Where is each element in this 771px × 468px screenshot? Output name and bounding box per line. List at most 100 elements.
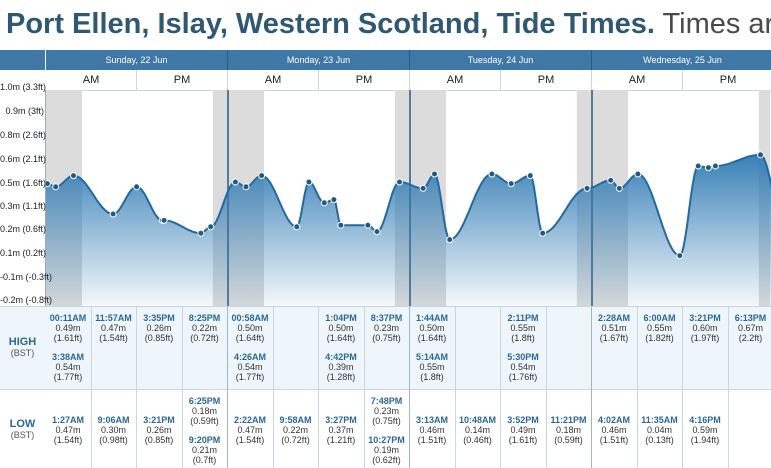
y-tick-label: 0.2m (0.6ft): [0, 224, 47, 234]
tide-ft: (1.21ft): [326, 435, 356, 445]
am-label: AM: [592, 70, 683, 91]
tide-time: 3:35PM: [143, 313, 175, 323]
tide-m: 0.46m: [601, 425, 627, 435]
y-tick-label: 0.3m (1.1ft): [0, 201, 47, 211]
column-divider: [136, 307, 137, 468]
tide-ft: (0.72ft): [190, 333, 219, 343]
y-tick-label: -0.2m (-0.8ft): [0, 295, 53, 305]
y-tick-label: 1.0m (3.3ft): [0, 82, 47, 92]
tide-ft: (1.76ft): [508, 372, 538, 382]
low-tide-entry: 3:21PM 0.26m (0.85ft): [137, 415, 181, 445]
tide-point: [207, 223, 215, 231]
tide-point: [583, 184, 591, 192]
tide-m: 0.59m: [692, 425, 718, 435]
tide-m: 0.60m: [692, 323, 718, 333]
low-tide-entry: 4:16PM 0.59m (1.94ft): [683, 415, 727, 445]
tide-ft: (1.54ft): [99, 333, 128, 343]
tide-point: [52, 183, 60, 191]
high-tz-text: (BST): [10, 348, 35, 358]
tide-m: 0.47m: [55, 425, 81, 435]
high-tide-entry: 4:42PM 0.39m (1.28ft): [319, 352, 363, 382]
tide-ft: (1.54ft): [53, 435, 83, 445]
tide-m: 0.19m: [373, 445, 399, 455]
low-tide-entry: 6:25PM 0.18m (0.59ft): [183, 396, 227, 426]
low-tide-entry: 3:27PM 0.37m (1.21ft): [319, 415, 363, 445]
tide-m: 0.26m: [146, 323, 172, 333]
high-tide-entry: 6:00AM 0.55m (1.82ft): [638, 313, 682, 343]
tide-point: [676, 252, 684, 260]
low-tide-entry: 2:22AM 0.47m (1.54ft): [228, 415, 272, 445]
tide-ft: (0.59ft): [190, 416, 219, 426]
tide-m: 0.23m: [373, 323, 399, 333]
low-tide-entry: 11:21PM 0.18m (0.59ft): [547, 415, 591, 445]
low-tz-text: (BST): [10, 430, 35, 440]
tide-m: 0.39m: [328, 362, 354, 372]
column-divider: [591, 307, 592, 468]
y-tick-label: 0.6m (2.1ft): [0, 154, 47, 164]
low-tide-entry: 10:27PM 0.19m (0.62ft): [365, 435, 409, 465]
pm-label: PM: [501, 70, 592, 91]
low-tide-entry: 9:58AM 0.22m (0.72ft): [274, 415, 318, 445]
tide-point: [231, 178, 239, 186]
tide-point: [634, 170, 642, 178]
low-tide-entry: 4:02AM 0.46m (1.51ft): [592, 415, 636, 445]
tide-point: [704, 164, 712, 172]
tide-m: 0.22m: [191, 323, 217, 333]
tide-point: [160, 216, 168, 224]
tide-point: [258, 172, 266, 180]
tide-ft: (0.85ft): [144, 333, 174, 343]
tide-time: 9:20PM: [188, 435, 221, 445]
tide-point: [488, 170, 496, 178]
tide-ft: (1.64ft): [417, 333, 447, 343]
tide-time: 3:13AM: [415, 415, 448, 425]
tide-m: 0.49m: [510, 425, 536, 435]
tide-time: 4:42PM: [325, 352, 357, 362]
tide-time: 8:37PM: [370, 313, 403, 323]
tide-time: 1:04PM: [325, 313, 357, 323]
y-tick-label: 0.1m (0.2ft): [0, 248, 47, 258]
pm-label: PM: [137, 70, 228, 91]
tide-time: 6:25PM: [188, 396, 221, 406]
tide-m: 0.50m: [328, 323, 354, 333]
tide-point: [320, 199, 328, 207]
tide-point: [109, 210, 117, 218]
column-divider: [682, 307, 683, 468]
am-label: AM: [46, 70, 137, 91]
low-tide-entry: 3:13AM 0.46m (1.51ft): [410, 415, 454, 445]
column-divider: [727, 307, 729, 468]
day-header-sunday: Sunday, 22 Jun: [46, 50, 228, 70]
tide-ft: (1.61ft): [508, 435, 538, 445]
tide-point: [615, 184, 623, 192]
tide-ft: (0.46ft): [463, 435, 492, 445]
tide-chart: [0, 90, 771, 306]
tide-m: 0.54m: [510, 362, 536, 372]
column-divider: [363, 307, 365, 468]
tide-m: 0.51m: [601, 323, 627, 333]
high-tide-entry: 4:26AM 0.54m (1.77ft): [228, 352, 272, 382]
high-tide-entry: 2:28AM 0.51m (1.67ft): [592, 313, 636, 343]
tide-ft: (0.75ft): [372, 333, 401, 343]
am-label: AM: [228, 70, 319, 91]
pm-label: PM: [683, 70, 771, 91]
column-divider: [409, 307, 410, 468]
y-tick-label: -0.1m (-0.3ft): [0, 272, 53, 282]
tide-point: [446, 236, 454, 244]
tide-point: [431, 170, 438, 178]
high-tide-entry: 6:13PM 0.67m (2.2ft): [729, 313, 771, 343]
tide-time: 1:44AM: [415, 313, 448, 323]
tide-point: [305, 178, 313, 186]
low-tide-row: [0, 389, 771, 468]
day-header-wednesday: Wednesday, 25 Jun: [592, 50, 771, 70]
tide-ft: (0.59ft): [554, 435, 583, 445]
pm-label: PM: [319, 70, 410, 91]
high-tide-entry: 11:57AM 0.47m (1.54ft): [92, 313, 136, 343]
tide-ft: (1.8ft): [420, 372, 444, 382]
high-tide-entry: 3:35PM 0.26m (0.85ft): [137, 313, 181, 343]
high-label-text: HIGH: [8, 336, 37, 348]
tide-point: [293, 223, 301, 231]
tide-time: 4:26AM: [233, 352, 266, 362]
tide-m: 0.30m: [100, 425, 126, 435]
high-tide-entry: 5:14AM 0.55m (1.8ft): [410, 352, 454, 382]
high-tide-entry: 3:38AM 0.54m (1.77ft): [46, 352, 90, 382]
tide-time: 2:28AM: [597, 313, 630, 323]
